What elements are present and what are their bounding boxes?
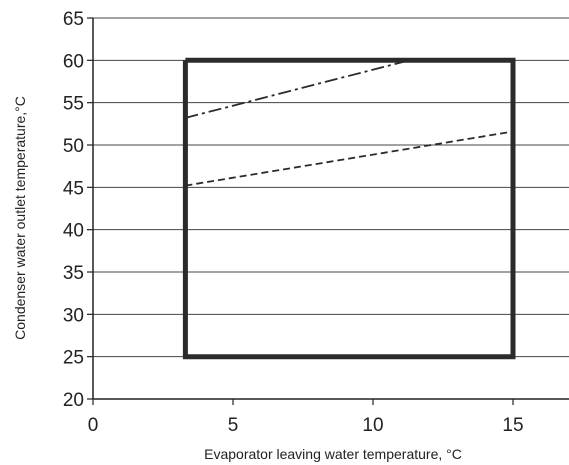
x-tick-label: 0	[88, 415, 99, 436]
series-layer	[182, 57, 516, 360]
x-tick-label: 10	[362, 415, 383, 436]
y-tick-label: 45	[63, 178, 84, 199]
y-tick-label: 30	[63, 305, 84, 326]
y-tick-label: 65	[63, 9, 84, 30]
y-tick-label: 60	[63, 51, 84, 72]
series-solid-thick	[182, 57, 516, 360]
x-tick-label: 5	[228, 415, 239, 436]
y-tick-label: 35	[63, 263, 84, 284]
x-tick-label: 15	[502, 415, 523, 436]
series-dashed	[185, 130, 514, 187]
y-ticks: 20 25 30 35 40 45 50 55 60 65	[63, 9, 93, 411]
y-tick-label: 50	[63, 136, 84, 157]
x-axis-label: Evaporator leaving water temperature, °C	[204, 446, 462, 462]
x-ticks: 0 5 10 15	[88, 399, 524, 436]
gridlines	[93, 17, 569, 400]
y-axis-label: Condenser water outlet temperature,°C	[12, 96, 28, 340]
y-tick-label: 25	[63, 348, 84, 369]
series-dash-dot	[185, 59, 410, 119]
y-tick-label: 55	[63, 94, 84, 115]
y-tick-label: 40	[63, 221, 84, 242]
y-tick-label: 20	[63, 390, 84, 411]
